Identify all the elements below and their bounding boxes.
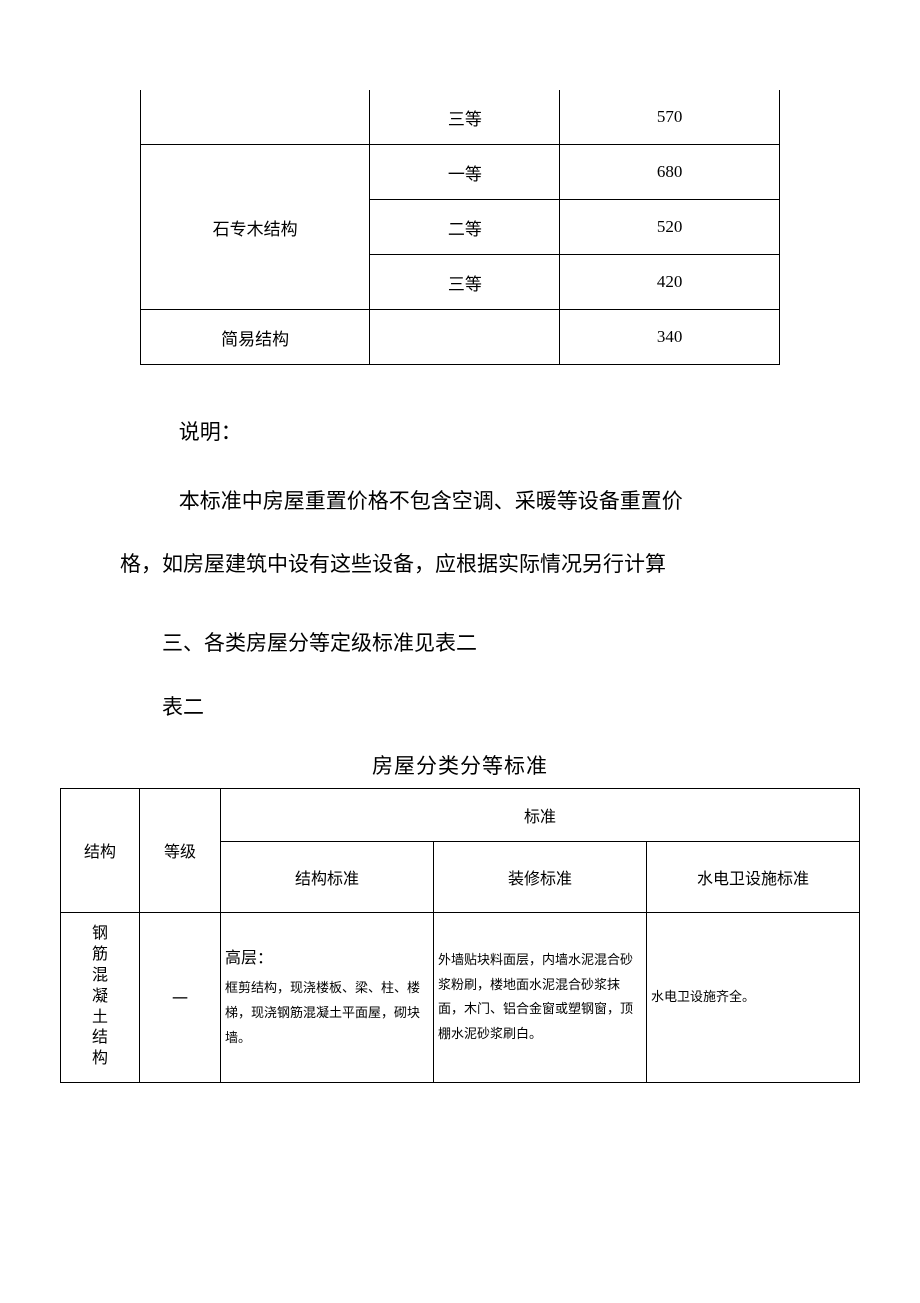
th-structure: 结构 — [61, 788, 140, 912]
vertical-char: 凝 — [65, 987, 135, 1008]
table-row: 三等570 — [141, 90, 780, 145]
notes-label: 说明： — [50, 405, 870, 460]
th-standard: 标准 — [221, 788, 860, 841]
classification-table: 结构 等级 标准 结构标准 装修标准 水电卫设施标准 钢筋混凝土结构 一 高层：… — [60, 788, 860, 1083]
std1-body: 框剪结构，现浇楼板、梁、柱、楼梯，现浇钢筋混凝土平面屋，砌块墙。 — [225, 980, 420, 1044]
std3-body: 水电卫设施齐全。 — [651, 989, 755, 1004]
vertical-char: 筋 — [65, 945, 135, 966]
cell-std2: 外墙贴块料面层，内墙水泥混合砂浆粉刷，楼地面水泥混合砂浆抹面，木门、铝合金窗或塑… — [434, 912, 647, 1082]
std1-lead: 高层： — [225, 944, 429, 974]
table2-label: 表二 — [50, 680, 870, 735]
cell-std3: 水电卫设施齐全。 — [647, 912, 860, 1082]
cell-grade — [370, 310, 560, 365]
table-row: 石专木结构一等680 — [141, 145, 780, 200]
cell-value: 570 — [560, 90, 780, 145]
table-row: 钢筋混凝土结构 一 高层： 框剪结构，现浇楼板、梁、柱、楼梯，现浇钢筋混凝土平面… — [61, 912, 860, 1082]
cell-structure: 钢筋混凝土结构 — [61, 912, 140, 1082]
vertical-char: 结 — [65, 1028, 135, 1049]
notes-line1: 本标准中房屋重置价格不包含空调、采暖等设备重置价 — [50, 470, 870, 533]
th-std3: 水电卫设施标准 — [647, 841, 860, 912]
cell-grade: 二等 — [370, 200, 560, 255]
section-3: 三、各类房屋分等定级标准见表二 — [50, 616, 870, 671]
cell-structure: 石专木结构 — [141, 145, 370, 310]
table-row: 简易结构 340 — [141, 310, 780, 365]
vertical-char: 混 — [65, 966, 135, 987]
th-std1: 结构标准 — [221, 841, 434, 912]
notes-line2: 格，如房屋建筑中设有这些设备，应根据实际情况另行计算 — [50, 533, 870, 596]
price-table: 三等570石专木结构一等680二等520三等420简易结构340 — [140, 90, 780, 365]
cell-grade: 一等 — [370, 145, 560, 200]
cell-std1: 高层： 框剪结构，现浇楼板、梁、柱、楼梯，现浇钢筋混凝土平面屋，砌块墙。 — [221, 912, 434, 1082]
cell-structure: 简易结构 — [141, 310, 370, 365]
cell-value: 520 — [560, 200, 780, 255]
cell-structure — [141, 90, 370, 145]
th-grade: 等级 — [140, 788, 221, 912]
th-std2: 装修标准 — [434, 841, 647, 912]
table2-title: 房屋分类分等标准 — [50, 750, 870, 780]
cell-value: 340 — [560, 310, 780, 365]
cell-grade: 三等 — [370, 255, 560, 310]
vertical-char: 构 — [65, 1049, 135, 1070]
std2-body: 外墙贴块料面层，内墙水泥混合砂浆粉刷，楼地面水泥混合砂浆抹面，木门、铝合金窗或塑… — [438, 952, 633, 1041]
notes-line1-text: 本标准中房屋重置价格不包含空调、采暖等设备重置价 — [179, 489, 683, 513]
cell-value: 420 — [560, 255, 780, 310]
vertical-char: 钢 — [65, 924, 135, 945]
cell-grade: 三等 — [370, 90, 560, 145]
vertical-char: 土 — [65, 1008, 135, 1029]
cell-grade: 一 — [140, 912, 221, 1082]
cell-value: 680 — [560, 145, 780, 200]
